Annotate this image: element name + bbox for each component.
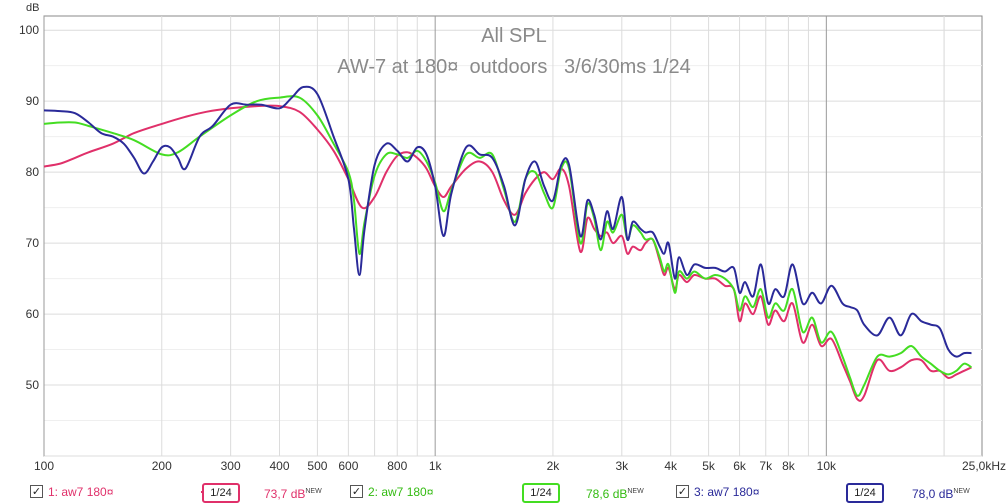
- x-tick-label: 6k: [733, 459, 747, 473]
- spl-chart: 50 60 70 80 90 100 100 200 300 400 500 600 800 1k 2k 3…: [19, 2, 1006, 473]
- new-badge-1: NEW: [305, 488, 322, 495]
- y-tick-label: 60: [26, 307, 40, 321]
- x-tick-label: 25,0kHz: [962, 459, 1006, 473]
- x-tick-labels: 100 200 300 400 500 600 800 1k 2k 3k 4k 5k 6k 7k 8k 10k…: [34, 459, 1006, 473]
- y-tick-label: 100: [19, 23, 39, 37]
- x-tick-label: 2k: [547, 459, 561, 473]
- x-tick-label: 4k: [664, 459, 678, 473]
- y-tick-labels: 50 60 70 80 90 100: [19, 23, 39, 392]
- legend-series-name-1: 1: aw7 180¤: [48, 485, 114, 499]
- x-tick-label: 10k: [817, 459, 837, 473]
- legend-level-1: 73,7 dBNEW: [264, 483, 322, 503]
- x-tick-label: 100: [34, 459, 54, 473]
- legend-smoothing-1[interactable]: 1/24: [202, 483, 240, 503]
- new-badge-3: NEW: [953, 488, 970, 495]
- chart-title: All SPL: [481, 25, 547, 47]
- x-tick-label: 200: [152, 459, 172, 473]
- legend-series-name-2: 2: aw7 180¤: [368, 485, 434, 499]
- new-badge-2: NEW: [627, 488, 644, 495]
- legend-checkbox-2[interactable]: ✓: [350, 485, 363, 498]
- y-tick-label: 80: [26, 165, 40, 179]
- x-tick-label: 400: [269, 459, 289, 473]
- legend-level-value-2: 78,6 dB: [586, 487, 628, 501]
- series-line-1: [43, 104, 972, 402]
- legend-smoothing-2[interactable]: 1/24: [522, 483, 560, 503]
- legend-entry-1: ✓ 1: aw7 180¤ 1/24 73,7 dBNEW: [30, 483, 330, 503]
- legend-level-value-3: 78,0 dB: [912, 487, 954, 501]
- legend-level-2: 78,6 dBNEW: [586, 483, 644, 503]
- legend: ✓ 1: aw7 180¤ 1/24 73,7 dBNEW ✓ 2: aw7 1…: [0, 480, 1008, 504]
- legend-entry-3: ✓ 3: aw7 180¤ 1/24 78,0 dBNEW: [676, 483, 976, 503]
- legend-series-name-3: 3: aw7 180¤: [694, 485, 760, 499]
- x-tick-label: 800: [387, 459, 407, 473]
- y-axis-label: dB: [26, 2, 39, 14]
- y-tick-label: 70: [26, 236, 40, 250]
- plot-area: [43, 15, 983, 457]
- legend-checkbox-3[interactable]: ✓: [676, 485, 689, 498]
- x-tick-label: 8k: [782, 459, 796, 473]
- series-lines: [43, 85, 973, 402]
- x-tick-label: 300: [221, 459, 241, 473]
- y-tick-label: 90: [26, 94, 40, 108]
- legend-level-3: 78,0 dBNEW: [912, 483, 970, 503]
- y-tick-label: 50: [26, 378, 40, 392]
- x-tick-label: 1k: [429, 459, 443, 473]
- series-line-3: [43, 85, 972, 358]
- x-tick-label: 500: [307, 459, 327, 473]
- x-tick-label: 3k: [615, 459, 629, 473]
- legend-checkbox-1[interactable]: ✓: [30, 485, 43, 498]
- x-tick-label: 5k: [702, 459, 716, 473]
- x-tick-label: 600: [338, 459, 358, 473]
- legend-entry-2: ✓ 2: aw7 180¤ 1/24 78,6 dBNEW: [350, 483, 650, 503]
- legend-smoothing-3[interactable]: 1/24: [846, 483, 884, 503]
- x-tick-label: 7k: [759, 459, 773, 473]
- legend-level-value-1: 73,7 dB: [264, 487, 306, 501]
- chart-subtitle: AW-7 at 180¤ outdoors 3/6/30ms 1/24: [337, 56, 691, 78]
